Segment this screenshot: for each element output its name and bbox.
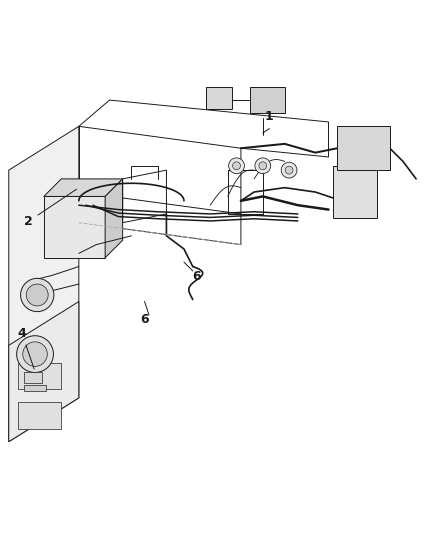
Bar [24, 385, 46, 391]
Circle shape [229, 158, 244, 174]
Circle shape [281, 162, 297, 178]
Polygon shape [337, 126, 390, 170]
Circle shape [259, 162, 267, 169]
Circle shape [285, 166, 293, 174]
Text: 6: 6 [140, 313, 149, 326]
Polygon shape [9, 302, 79, 442]
Polygon shape [44, 197, 105, 258]
Polygon shape [9, 126, 79, 442]
Polygon shape [44, 179, 123, 197]
Bar [18, 363, 61, 389]
Circle shape [255, 158, 271, 174]
Bar [18, 402, 61, 429]
Circle shape [23, 342, 47, 366]
Bar [24, 372, 42, 383]
Circle shape [21, 278, 54, 312]
Text: 1: 1 [265, 110, 274, 123]
Polygon shape [333, 166, 377, 219]
Text: 2: 2 [24, 189, 77, 228]
Polygon shape [206, 87, 232, 109]
Circle shape [26, 284, 48, 306]
Text: 4: 4 [18, 327, 34, 369]
Circle shape [233, 162, 240, 169]
Circle shape [17, 336, 53, 373]
Text: 6: 6 [193, 270, 201, 282]
Polygon shape [105, 179, 123, 258]
Polygon shape [250, 87, 285, 113]
